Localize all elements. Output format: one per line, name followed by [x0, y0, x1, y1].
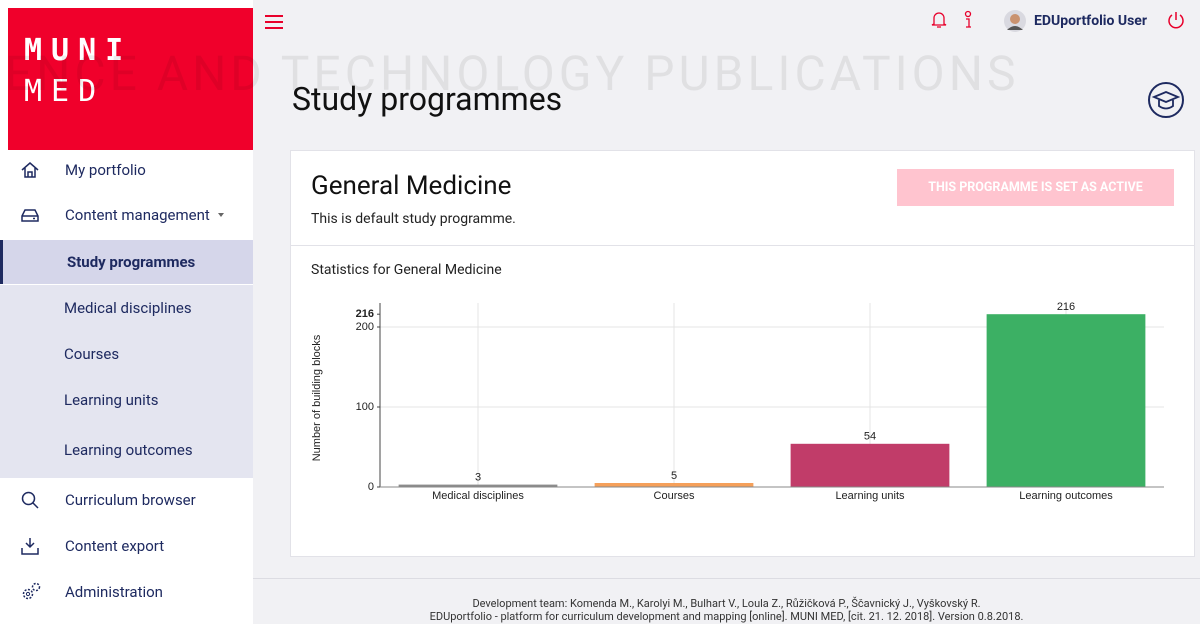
menu-toggle[interactable]	[264, 14, 284, 30]
divider	[291, 245, 1194, 246]
y-tick-label: 100	[356, 401, 374, 413]
nav-label: Curriculum browser	[65, 491, 196, 509]
footer-line	[253, 578, 1200, 579]
y-tick-label: 0	[368, 481, 374, 493]
programme-description: This is default study programme.	[311, 211, 516, 227]
nav-item[interactable]: Curriculum browser	[0, 478, 253, 522]
nav-label: Courses	[64, 345, 119, 363]
sidebar: MUNI MED My portfolio Content management…	[0, 0, 253, 624]
logo[interactable]: MUNI MED	[8, 8, 253, 150]
page: SCIENCE AND TECHNOLOGY PUBLICATIONS MUNI…	[0, 0, 1200, 624]
nav-item[interactable]: Content export	[0, 524, 253, 568]
bell-icon[interactable]	[930, 10, 948, 30]
value-label: 54	[864, 431, 876, 443]
nav-subitem[interactable]: Learning outcomes	[0, 422, 253, 478]
y-tick-label: 200	[356, 321, 374, 333]
logo-line: MUNI	[24, 33, 132, 68]
nav-item[interactable]: My portfolio	[0, 148, 253, 192]
nav-subitem[interactable]: Study programmes	[0, 240, 253, 284]
nav-label: Medical disciplines	[64, 299, 192, 317]
footer-line-text: EDUportfolio - platform for curriculum d…	[253, 610, 1200, 623]
home-icon	[20, 160, 40, 180]
gears-icon	[20, 582, 42, 602]
value-label: 5	[671, 470, 677, 482]
info-icon[interactable]	[962, 10, 974, 30]
avatar[interactable]	[1003, 9, 1027, 33]
x-tick-label: Learning units	[835, 490, 905, 502]
value-label: 3	[475, 472, 481, 484]
nav-subitem[interactable]: Courses	[0, 331, 253, 377]
nav-label: Content management	[65, 206, 210, 224]
programme-name: General Medicine	[311, 171, 511, 201]
caret	[216, 210, 226, 220]
nav-label: Administration	[65, 583, 163, 601]
statistics-title: Statistics for General Medicine	[311, 262, 502, 278]
user-name[interactable]: EDUportfolio User	[1034, 13, 1147, 29]
logo-line: MED	[24, 74, 105, 109]
footer-line-text: Development team: Komenda M., Karolyi M.…	[253, 597, 1200, 610]
y-tick-label: 216	[356, 308, 374, 320]
nav-subitem[interactable]: Learning units	[0, 377, 253, 422]
nav-label: Study programmes	[67, 253, 195, 271]
x-tick-label: Courses	[654, 490, 695, 502]
nav-label: Learning units	[64, 391, 158, 409]
value-label: 216	[1057, 301, 1075, 313]
nav-subitem[interactable]: Medical disciplines	[0, 285, 253, 331]
drive-icon	[20, 205, 40, 225]
nav-label: Learning outcomes	[64, 441, 193, 459]
bar	[987, 314, 1146, 487]
footer: Development team: Komenda M., Karolyi M.…	[253, 597, 1200, 623]
logout-icon[interactable]	[1166, 10, 1186, 30]
page-title: Study programmes	[292, 80, 562, 118]
bar	[595, 483, 754, 487]
search-icon	[20, 490, 40, 510]
nav-item[interactable]: Administration	[0, 570, 253, 614]
y-axis-label: Number of building blocks	[311, 334, 323, 461]
x-tick-label: Medical disciplines	[432, 490, 524, 502]
chart: Number of building blocks 01002002163Med…	[290, 290, 1190, 510]
bar	[791, 444, 950, 487]
nav-label: My portfolio	[65, 161, 146, 179]
programme-icon	[1146, 80, 1186, 120]
active-button[interactable]: THIS PROGRAMME IS SET AS ACTIVE	[897, 169, 1174, 206]
nav-label: Content export	[65, 537, 164, 555]
x-tick-label: Learning outcomes	[1019, 490, 1113, 502]
nav-item[interactable]: Content management	[0, 193, 253, 237]
export-icon	[20, 536, 40, 556]
